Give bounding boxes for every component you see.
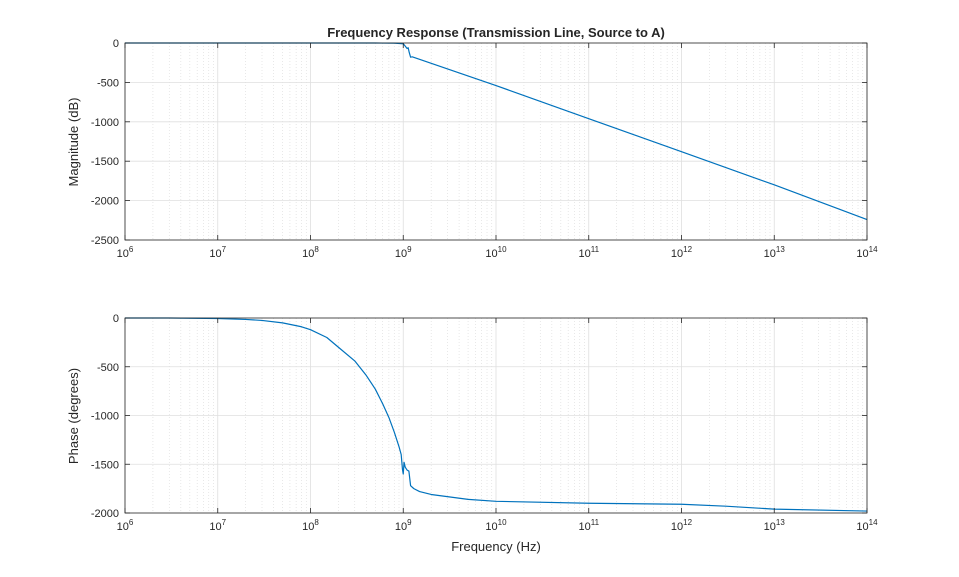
x-tick-label: 1014 [856,518,878,533]
x-tick-label: 1012 [671,518,693,533]
magnitude-y-label: Magnitude (dB) [66,98,81,187]
phase-grid [124,317,868,514]
y-tick-label: -2500 [91,235,119,247]
axes-box [124,317,868,514]
y-tick-label: -1000 [91,117,119,129]
x-tick-label: 1012 [671,245,693,260]
x-tick-label: 109 [395,518,412,533]
x-tick-label: 1011 [578,245,599,260]
x-tick-label: 1013 [764,245,786,260]
y-tick-label: -1500 [91,459,119,471]
magnitude-frame [124,42,868,241]
x-tick-label: 106 [117,245,134,260]
phase-frame [124,317,868,514]
x-tick-label: 1013 [764,518,786,533]
y-tick-label: -1000 [91,411,119,423]
x-tick-label: 1010 [485,518,507,533]
phase-plot [125,317,868,512]
x-tick-label: 107 [209,245,226,260]
phase-y-label: Phase (degrees) [66,368,81,464]
y-tick-label: -2000 [91,196,119,208]
y-tick-label: 0 [113,313,119,325]
x-tick-label: 109 [395,245,412,260]
y-tick-label: -500 [97,362,119,374]
y-tick-label: -1500 [91,156,119,168]
x-tick-label: 106 [117,518,134,533]
y-tick-label: -2000 [91,508,119,520]
phase-x-label: Frequency (Hz) [451,539,541,554]
y-tick-label: 0 [113,38,119,50]
magnitude-grid [124,42,868,241]
chart-title: Frequency Response (Transmission Line, S… [327,25,665,40]
series-line [125,317,868,512]
y-tick-label: -500 [97,77,119,89]
x-tick-label: 1011 [578,518,599,533]
x-tick-label: 107 [209,518,226,533]
x-tick-label: 108 [302,245,319,260]
axes-box [124,42,868,241]
x-tick-label: 1010 [485,245,507,260]
x-tick-label: 108 [302,518,319,533]
x-tick-label: 1014 [856,245,878,260]
